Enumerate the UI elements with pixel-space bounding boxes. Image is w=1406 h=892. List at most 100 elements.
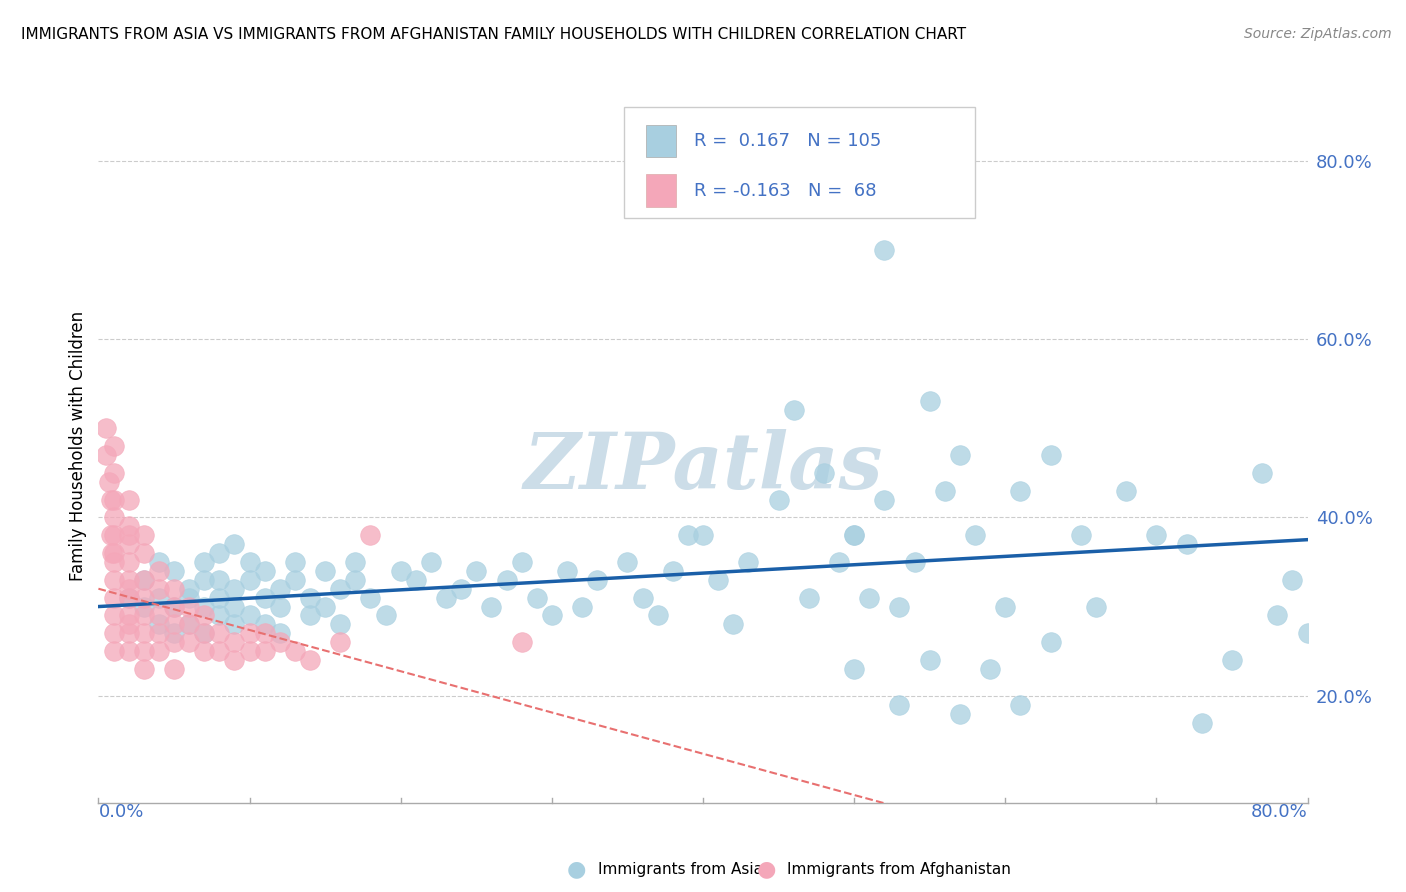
Point xyxy=(163,582,186,596)
Point xyxy=(284,573,307,587)
Point xyxy=(179,635,201,649)
Point xyxy=(179,617,201,632)
Point xyxy=(873,243,896,257)
Point xyxy=(707,573,730,587)
Point xyxy=(163,564,186,578)
Text: ZIPatlas: ZIPatlas xyxy=(523,429,883,506)
Point xyxy=(1115,483,1137,498)
Point xyxy=(269,626,291,640)
Point xyxy=(208,608,231,623)
Point xyxy=(994,599,1017,614)
Point xyxy=(163,635,186,649)
Point xyxy=(737,555,759,569)
Point xyxy=(360,528,382,542)
Point xyxy=(314,599,336,614)
Point xyxy=(329,617,352,632)
Point xyxy=(132,599,155,614)
Point xyxy=(163,626,186,640)
Point xyxy=(193,626,215,640)
Bar xyxy=(647,175,676,207)
Point xyxy=(101,546,124,560)
Point xyxy=(329,635,352,649)
Point xyxy=(132,573,155,587)
Point xyxy=(193,599,215,614)
Text: IMMIGRANTS FROM ASIA VS IMMIGRANTS FROM AFGHANISTAN FAMILY HOUSEHOLDS WITH CHILD: IMMIGRANTS FROM ASIA VS IMMIGRANTS FROM … xyxy=(21,27,966,42)
Point xyxy=(118,582,141,596)
Point xyxy=(616,555,638,569)
Point xyxy=(768,492,790,507)
Text: Immigrants from Afghanistan: Immigrants from Afghanistan xyxy=(787,863,1011,877)
Point xyxy=(510,635,533,649)
Point xyxy=(918,653,941,667)
Point xyxy=(132,644,155,658)
Point xyxy=(783,403,806,417)
Point xyxy=(103,644,125,658)
Text: 0.0%: 0.0% xyxy=(98,803,143,821)
Point xyxy=(844,528,866,542)
Point xyxy=(163,617,186,632)
Point xyxy=(949,706,972,721)
Point xyxy=(118,492,141,507)
Point xyxy=(389,564,412,578)
Point xyxy=(797,591,820,605)
Point xyxy=(103,626,125,640)
Point xyxy=(571,599,593,614)
Point xyxy=(239,573,262,587)
Point xyxy=(1191,715,1213,730)
Point xyxy=(208,573,231,587)
Point xyxy=(465,564,488,578)
Point xyxy=(723,617,745,632)
Point xyxy=(224,537,246,551)
Point xyxy=(132,573,155,587)
Point xyxy=(208,626,231,640)
Point xyxy=(98,475,121,489)
Point xyxy=(1220,653,1243,667)
Point xyxy=(344,573,367,587)
Point xyxy=(103,439,125,453)
Point xyxy=(434,591,457,605)
Text: ●: ● xyxy=(756,860,776,880)
Point xyxy=(103,466,125,480)
Point xyxy=(269,635,291,649)
Point xyxy=(979,662,1001,676)
Point xyxy=(118,591,141,605)
Point xyxy=(813,466,835,480)
Point xyxy=(450,582,472,596)
Point xyxy=(526,591,548,605)
Point xyxy=(1070,528,1092,542)
Point xyxy=(918,394,941,409)
Point xyxy=(118,573,141,587)
Point xyxy=(103,546,125,560)
Point xyxy=(1039,635,1062,649)
Point xyxy=(253,591,276,605)
Point xyxy=(1085,599,1108,614)
Point xyxy=(1039,448,1062,462)
Point xyxy=(193,626,215,640)
Text: 80.0%: 80.0% xyxy=(1251,803,1308,821)
Point xyxy=(889,698,911,712)
Point xyxy=(148,555,170,569)
Point xyxy=(239,626,262,640)
Point xyxy=(299,591,322,605)
Point xyxy=(148,617,170,632)
Bar xyxy=(647,125,676,157)
Point xyxy=(329,582,352,596)
Point xyxy=(239,608,262,623)
Point xyxy=(224,653,246,667)
Point xyxy=(360,591,382,605)
Text: Source: ZipAtlas.com: Source: ZipAtlas.com xyxy=(1244,27,1392,41)
Point xyxy=(949,448,972,462)
Point xyxy=(495,573,517,587)
Point xyxy=(224,617,246,632)
Point xyxy=(1175,537,1198,551)
Point xyxy=(1281,573,1303,587)
Point xyxy=(208,644,231,658)
Point xyxy=(208,591,231,605)
Point xyxy=(118,528,141,542)
FancyBboxPatch shape xyxy=(624,107,976,218)
Point xyxy=(118,617,141,632)
Point xyxy=(103,555,125,569)
Point xyxy=(253,626,276,640)
Point xyxy=(193,573,215,587)
Point xyxy=(965,528,987,542)
